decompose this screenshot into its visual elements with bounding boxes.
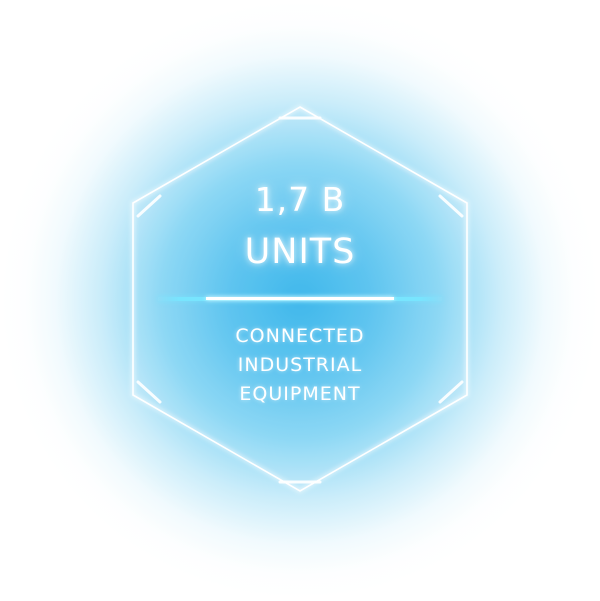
- divider-core: [206, 297, 394, 300]
- value-text: 1,7 B: [254, 180, 346, 219]
- description-line: CONNECTED: [235, 325, 365, 347]
- vertex-accent-top-left: [136, 194, 162, 218]
- vertex-accent-bottom-right: [438, 380, 464, 404]
- vertex-accent-bottom-left: [136, 380, 162, 404]
- vertex-accent-top-right: [438, 194, 464, 218]
- description-line: EQUIPMENT: [239, 383, 361, 405]
- hexagon-outline: [132, 106, 468, 492]
- unit-text: UNITS: [244, 232, 356, 272]
- divider: [158, 297, 442, 301]
- description-line: INDUSTRIAL: [237, 354, 363, 376]
